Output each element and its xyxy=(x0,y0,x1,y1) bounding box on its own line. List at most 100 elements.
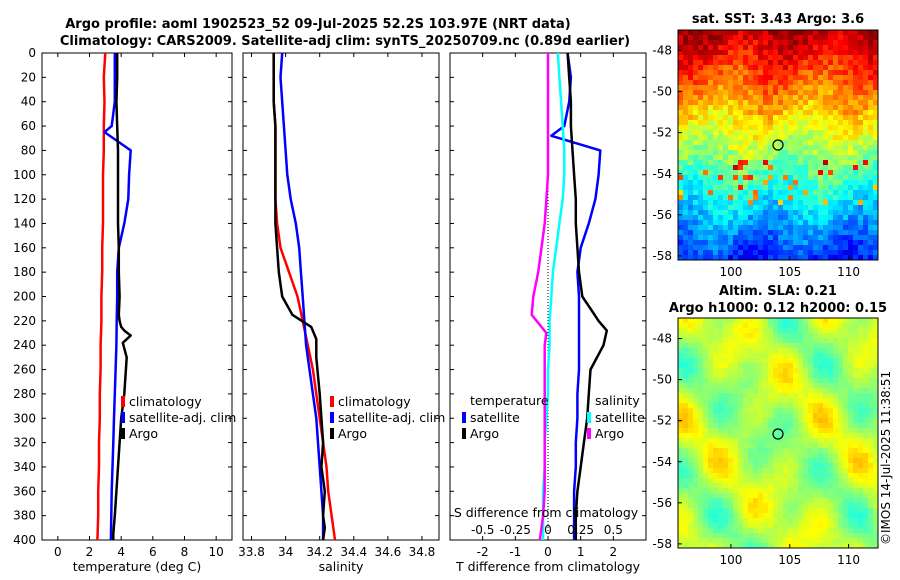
map-cell xyxy=(743,473,749,479)
map-cell xyxy=(718,318,724,324)
map-cell xyxy=(693,215,699,221)
map-cell xyxy=(703,413,709,419)
map-cell xyxy=(803,443,809,449)
map-cell xyxy=(748,338,754,344)
map-cell xyxy=(753,35,759,41)
map-cell xyxy=(858,180,864,186)
map-cell xyxy=(858,513,864,519)
map-cell xyxy=(708,115,714,121)
map-cell xyxy=(823,125,829,131)
series-line-argo xyxy=(272,53,327,541)
map-cell xyxy=(713,215,719,221)
map-cell xyxy=(828,65,834,71)
map-cell xyxy=(818,95,824,101)
map-cell xyxy=(753,60,759,66)
map-cell xyxy=(763,140,769,146)
map-cell xyxy=(783,85,789,91)
map-cell xyxy=(693,358,699,364)
map-cell xyxy=(828,333,834,339)
map-cell xyxy=(753,85,759,91)
map-cell xyxy=(818,458,824,464)
map-cell xyxy=(778,80,784,86)
map-cell xyxy=(863,478,869,484)
map-cell xyxy=(783,125,789,131)
map-cell xyxy=(858,543,864,549)
map-cell xyxy=(783,368,789,374)
map-cell xyxy=(833,343,839,349)
map-cell xyxy=(868,30,874,36)
map-cell xyxy=(778,45,784,51)
map-cell xyxy=(863,150,869,156)
map-cell xyxy=(678,458,684,464)
map-cell xyxy=(848,388,854,394)
x-tick-label: 34.6 xyxy=(375,545,402,559)
map-cell xyxy=(773,165,779,171)
map-cell xyxy=(728,358,734,364)
map-cell xyxy=(688,438,694,444)
map-cell xyxy=(793,428,799,434)
map-cell xyxy=(853,75,859,81)
map-cell xyxy=(723,130,729,136)
top-tick-label: 0.25 xyxy=(567,523,594,537)
map-cell xyxy=(873,403,879,409)
map-cell xyxy=(753,328,759,334)
map-cell xyxy=(678,195,684,201)
map-cell xyxy=(813,358,819,364)
map-cell xyxy=(823,110,829,116)
map-cell xyxy=(693,90,699,96)
map-cell xyxy=(868,130,874,136)
map-cell xyxy=(773,85,779,91)
map-cell xyxy=(873,210,879,216)
map-cell xyxy=(793,513,799,519)
map-cell xyxy=(718,393,724,399)
map-cell xyxy=(693,423,699,429)
map-cell xyxy=(778,195,784,201)
map-cell xyxy=(823,513,829,519)
map-cell xyxy=(858,135,864,141)
map-cell xyxy=(708,65,714,71)
map-cell xyxy=(738,418,744,424)
map-cell xyxy=(783,210,789,216)
map-cell xyxy=(678,75,684,81)
map-cell xyxy=(748,165,754,171)
map-cell xyxy=(683,130,689,136)
map-cell xyxy=(718,378,724,384)
map-cell xyxy=(848,40,854,46)
map-cell xyxy=(763,478,769,484)
map-cell xyxy=(858,373,864,379)
map-cell xyxy=(688,30,694,36)
map-cell xyxy=(743,318,749,324)
map-cell xyxy=(803,40,809,46)
map-cell xyxy=(758,328,764,334)
map-cell xyxy=(703,418,709,424)
map-cell xyxy=(783,488,789,494)
map-cell xyxy=(873,343,879,349)
map-cell xyxy=(873,165,879,171)
map-cell xyxy=(768,205,774,211)
map-cell xyxy=(803,170,809,176)
map-cell xyxy=(738,235,744,241)
map-cell xyxy=(838,458,844,464)
map-cell xyxy=(838,408,844,414)
map-cell xyxy=(858,190,864,196)
map-cell xyxy=(698,130,704,136)
map-cell xyxy=(808,115,814,121)
map-cell xyxy=(873,90,879,96)
map-cell xyxy=(743,443,749,449)
map-cell xyxy=(753,448,759,454)
map-cell xyxy=(688,65,694,71)
map-cell xyxy=(798,333,804,339)
map-cell xyxy=(758,125,764,131)
map-cell xyxy=(763,443,769,449)
map-cell xyxy=(738,90,744,96)
map-cell xyxy=(768,393,774,399)
map-cell xyxy=(723,538,729,544)
map-cell xyxy=(768,543,774,549)
map-cell xyxy=(733,140,739,146)
map-cell xyxy=(738,200,744,206)
map-cell xyxy=(743,373,749,379)
map-cell xyxy=(713,85,719,91)
map-cell xyxy=(838,40,844,46)
legend-swatch-argo xyxy=(330,428,334,439)
map-cell xyxy=(783,503,789,509)
